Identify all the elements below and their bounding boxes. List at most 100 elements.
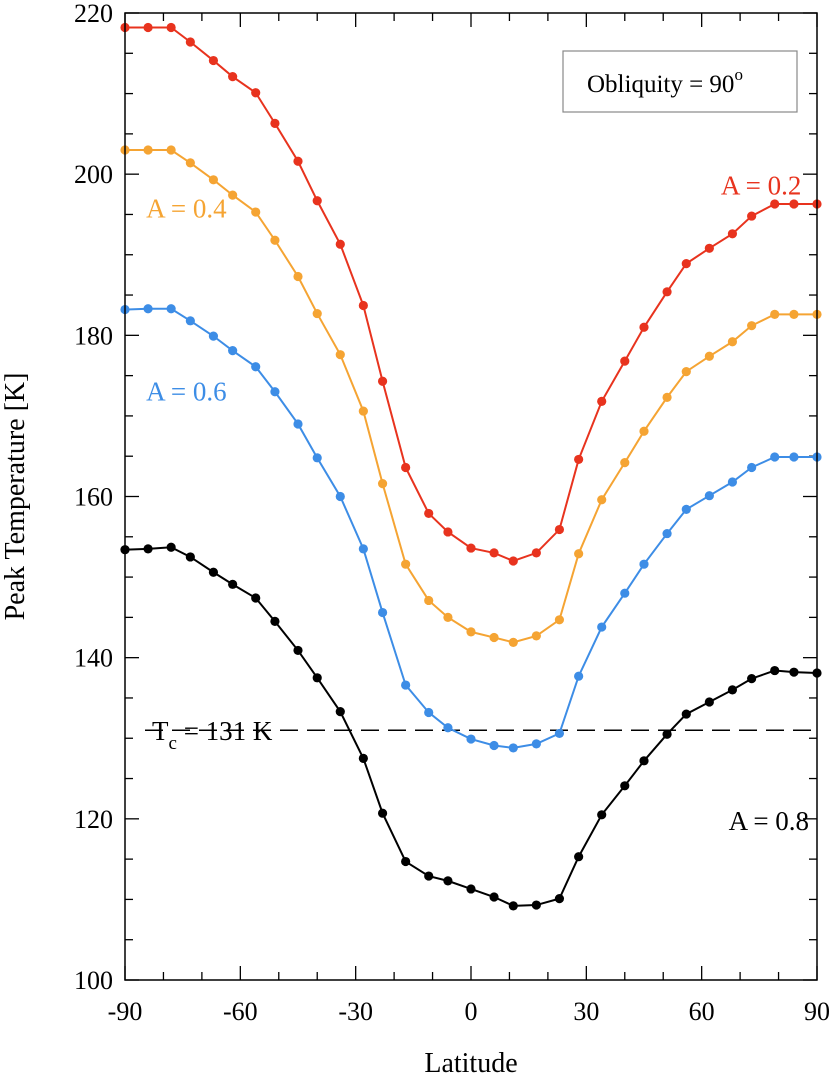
data-point xyxy=(358,544,368,554)
data-point xyxy=(681,504,691,514)
legend-superscript: o xyxy=(734,65,743,84)
data-point xyxy=(704,491,714,501)
data-point xyxy=(424,707,434,718)
data-point xyxy=(597,622,607,632)
y-tick-label: 100 xyxy=(74,966,113,995)
reference-line-label: Tc = 131 K xyxy=(152,716,273,754)
data-point xyxy=(358,300,368,311)
data-point xyxy=(270,235,280,245)
y-tick-label: 120 xyxy=(74,805,113,834)
data-point xyxy=(704,697,714,707)
data-point xyxy=(270,118,280,128)
data-point xyxy=(228,346,238,356)
x-tick-label: -30 xyxy=(338,997,373,1026)
legend-frame xyxy=(562,50,798,113)
data-point xyxy=(639,559,649,569)
x-tick-label: 60 xyxy=(689,997,715,1026)
data-point xyxy=(166,542,176,552)
data-point xyxy=(251,362,261,372)
y-tick-label: 160 xyxy=(74,483,113,512)
data-point xyxy=(508,743,518,753)
data-point xyxy=(489,548,499,558)
data-point xyxy=(377,479,388,489)
data-point xyxy=(620,356,630,366)
data-point xyxy=(270,387,280,397)
data-point xyxy=(727,229,738,239)
data-point xyxy=(747,674,757,684)
data-point xyxy=(620,458,630,468)
data-point xyxy=(401,680,411,690)
data-point xyxy=(335,350,345,360)
data-point xyxy=(466,627,476,637)
data-point xyxy=(662,528,672,539)
data-point xyxy=(770,199,780,209)
data-point xyxy=(531,631,541,641)
data-point xyxy=(335,239,345,249)
data-point xyxy=(727,685,738,695)
data-point xyxy=(185,37,195,47)
data-point xyxy=(185,316,195,326)
legend-text: Obliquity = 90o xyxy=(587,65,743,98)
data-point xyxy=(574,852,584,862)
data-point xyxy=(335,491,345,502)
data-point xyxy=(166,304,176,314)
x-axis-title: Latitude xyxy=(424,1048,517,1079)
data-point xyxy=(770,665,780,676)
data-point xyxy=(312,673,322,683)
data-point xyxy=(747,321,757,331)
data-point xyxy=(662,287,672,297)
x-tick-label: -90 xyxy=(108,997,143,1026)
data-point xyxy=(620,588,630,598)
data-point xyxy=(747,462,757,473)
data-point xyxy=(466,884,476,894)
data-point xyxy=(358,753,368,763)
data-point xyxy=(312,453,322,463)
legend-main: Obliquity = 90 xyxy=(587,71,734,98)
x-tick-label: 90 xyxy=(804,997,830,1026)
data-point xyxy=(251,593,261,603)
data-point xyxy=(789,667,799,677)
series-line xyxy=(125,148,817,644)
data-point xyxy=(443,723,453,733)
data-point xyxy=(508,901,518,911)
series-3 xyxy=(120,304,822,753)
data-point xyxy=(574,549,584,559)
data-point xyxy=(662,729,672,739)
series-line xyxy=(124,307,817,749)
ref-label-main: T xyxy=(152,716,169,746)
data-point xyxy=(143,544,153,554)
data-point xyxy=(377,376,388,386)
data-point xyxy=(597,396,607,407)
data-point xyxy=(312,308,322,319)
data-point xyxy=(574,454,584,465)
data-point xyxy=(789,452,799,462)
y-tick-label: 140 xyxy=(74,644,113,673)
data-point xyxy=(554,894,565,904)
tick-labels: -90 -60 -30 0 30 60 90 100 120 140 160 180 200 220 xyxy=(74,0,830,1026)
data-point xyxy=(293,156,303,166)
ref-label-rest: = 131 K xyxy=(177,716,273,746)
data-point xyxy=(228,190,238,200)
data-point xyxy=(554,728,565,739)
y-tick-label: 180 xyxy=(74,321,113,350)
data-point xyxy=(554,524,565,535)
data-point xyxy=(166,145,176,155)
data-point xyxy=(401,856,411,867)
data-point xyxy=(143,304,153,314)
data-point xyxy=(143,145,153,155)
series-label: A = 0.8 xyxy=(729,806,810,836)
data-point xyxy=(424,595,434,606)
data-point xyxy=(489,632,499,643)
data-point xyxy=(443,527,453,537)
data-point xyxy=(727,477,738,487)
data-point xyxy=(704,351,714,361)
data-point xyxy=(597,495,607,505)
data-point xyxy=(143,22,153,33)
data-point xyxy=(401,462,411,473)
series-1 xyxy=(120,22,822,566)
data-point xyxy=(443,612,453,622)
data-point xyxy=(185,552,195,562)
series-label: A = 0.2 xyxy=(721,170,802,200)
data-point xyxy=(166,22,176,33)
